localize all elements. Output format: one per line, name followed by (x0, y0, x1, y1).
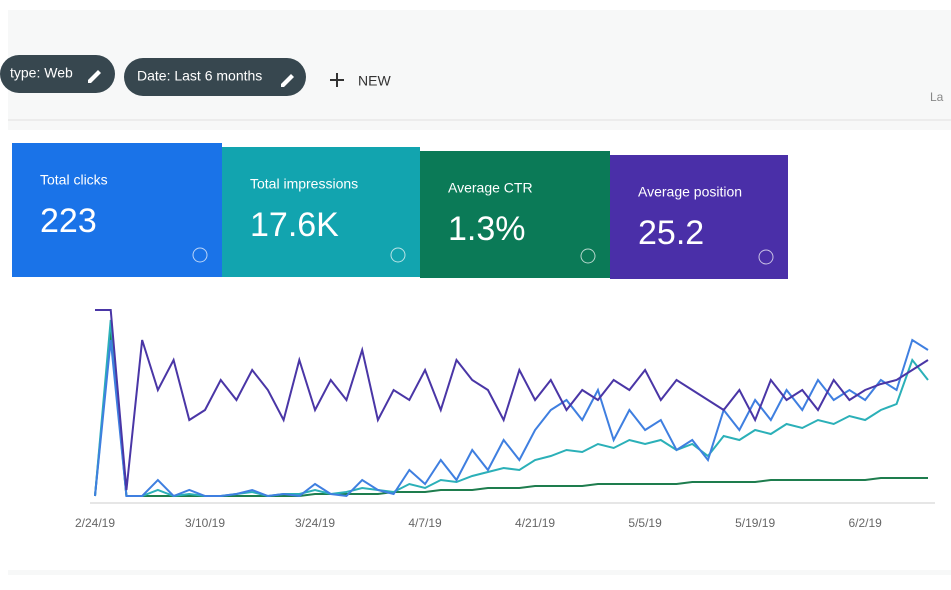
card-value: 1.3% (448, 210, 526, 248)
filter-chip[interactable] (124, 58, 306, 96)
cut-text: La (930, 90, 944, 104)
metric-card[interactable] (12, 143, 222, 277)
help-icon (580, 248, 596, 264)
new-button[interactable]: NEW (358, 73, 391, 89)
x-tick-label: 3/24/19 (295, 516, 335, 530)
help-icon (192, 247, 208, 263)
metric-card[interactable] (222, 147, 420, 277)
card-title: Total impressions (250, 176, 358, 192)
filter-chip[interactable] (0, 55, 115, 93)
metric-card[interactable] (420, 151, 610, 278)
series-line (94, 329, 928, 497)
x-tick-label: 4/21/19 (515, 516, 555, 530)
metric-card[interactable] (610, 155, 788, 279)
card-title: Average position (638, 184, 742, 200)
edit-icon (88, 70, 101, 83)
x-tick-label: 5/19/19 (735, 516, 775, 530)
x-tick-label: 5/5/19 (628, 516, 662, 530)
chip-label: Date: Last 6 months (137, 68, 262, 84)
help-icon (758, 249, 774, 265)
x-tick-label: 6/2/19 (848, 516, 882, 530)
series-line (95, 309, 929, 491)
x-tick-label: 3/10/19 (185, 516, 225, 530)
help-icon (390, 247, 406, 263)
chip-label: type: Web (10, 65, 73, 81)
card-title: Total clicks (40, 172, 108, 188)
plus-icon[interactable] (330, 73, 344, 87)
x-tick-label: 4/7/19 (408, 516, 442, 530)
card-value: 223 (40, 202, 97, 240)
edit-icon (281, 74, 294, 87)
card-title: Average CTR (448, 180, 533, 196)
card-value: 25.2 (638, 214, 704, 252)
series-line (94, 338, 929, 498)
x-tick-label: 2/24/19 (75, 516, 115, 530)
card-value: 17.6K (250, 206, 339, 244)
